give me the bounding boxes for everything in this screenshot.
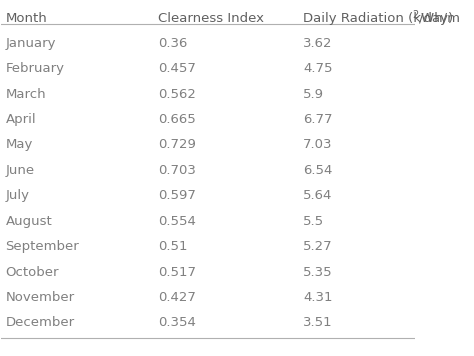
Text: 0.665: 0.665	[158, 113, 196, 126]
Text: Daily Radiation (kWh/m: Daily Radiation (kWh/m	[303, 12, 460, 25]
Text: 0.562: 0.562	[158, 88, 196, 101]
Text: 0.554: 0.554	[158, 215, 196, 228]
Text: November: November	[6, 291, 74, 304]
Text: 0.51: 0.51	[158, 240, 188, 253]
Text: May: May	[6, 138, 33, 151]
Text: September: September	[6, 240, 79, 253]
Text: 0.427: 0.427	[158, 291, 196, 304]
Text: 0.457: 0.457	[158, 62, 196, 75]
Text: 6.77: 6.77	[303, 113, 333, 126]
Text: 5.64: 5.64	[303, 189, 333, 202]
Text: 2: 2	[413, 10, 419, 20]
Text: June: June	[6, 164, 35, 177]
Text: 0.354: 0.354	[158, 316, 196, 329]
Text: 5.5: 5.5	[303, 215, 324, 228]
Text: August: August	[6, 215, 52, 228]
Text: Month: Month	[6, 12, 47, 25]
Text: October: October	[6, 266, 59, 279]
Text: 6.54: 6.54	[303, 164, 333, 177]
Text: 4.31: 4.31	[303, 291, 333, 304]
Text: 0.703: 0.703	[158, 164, 196, 177]
Text: 0.36: 0.36	[158, 37, 188, 50]
Text: 5.9: 5.9	[303, 88, 324, 101]
Text: July: July	[6, 189, 29, 202]
Text: 7.03: 7.03	[303, 138, 333, 151]
Text: April: April	[6, 113, 36, 126]
Text: 3.62: 3.62	[303, 37, 333, 50]
Text: February: February	[6, 62, 64, 75]
Text: 0.517: 0.517	[158, 266, 197, 279]
Text: December: December	[6, 316, 74, 329]
Text: 0.597: 0.597	[158, 189, 196, 202]
Text: 0.729: 0.729	[158, 138, 196, 151]
Text: 3.51: 3.51	[303, 316, 333, 329]
Text: March: March	[6, 88, 46, 101]
Text: 5.27: 5.27	[303, 240, 333, 253]
Text: /day): /day)	[419, 12, 454, 25]
Text: Clearness Index: Clearness Index	[158, 12, 264, 25]
Text: 4.75: 4.75	[303, 62, 333, 75]
Text: January: January	[6, 37, 56, 50]
Text: 5.35: 5.35	[303, 266, 333, 279]
